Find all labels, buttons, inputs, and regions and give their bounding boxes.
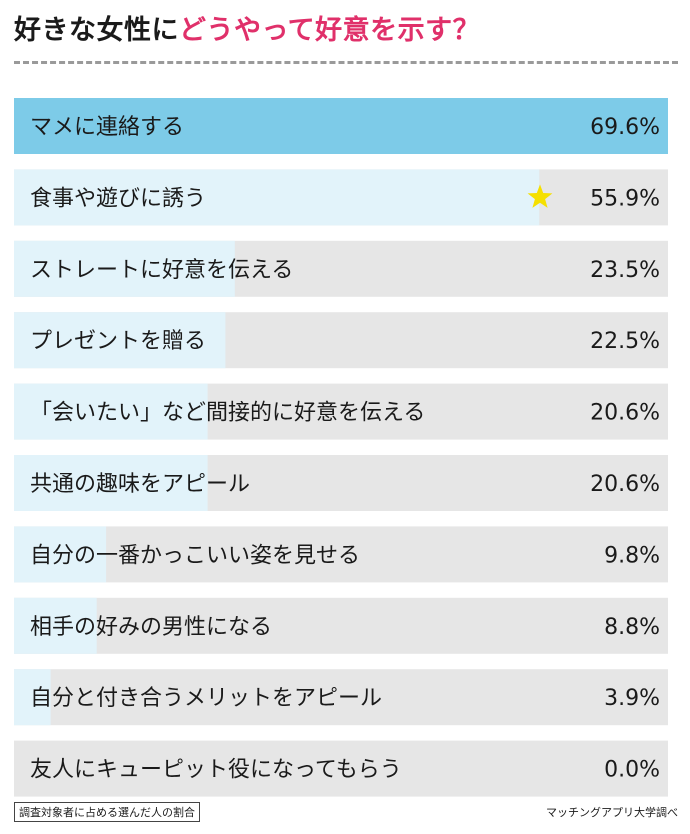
bar-track xyxy=(14,740,668,797)
category-label: マメに連絡する xyxy=(30,115,184,140)
bar xyxy=(14,312,226,369)
category-label: プレゼントを贈る xyxy=(30,329,206,354)
bar xyxy=(14,98,668,154)
category-label: 自分と付き合うメリットをアピール xyxy=(30,686,382,711)
title-main: 好きな女性に xyxy=(14,15,179,46)
bar xyxy=(14,455,208,511)
bar-track xyxy=(14,669,668,726)
source-credit: マッチングアプリ大学調べ xyxy=(546,806,678,819)
data-label: 23.5% xyxy=(590,258,660,283)
chart-title: 好きな女性にどうやって好意を示す？ xyxy=(14,8,480,47)
title-divider xyxy=(14,61,678,64)
category-label: 共通の趣味をアピール xyxy=(30,472,250,497)
data-label: 69.6% xyxy=(590,115,660,140)
data-label: 20.6% xyxy=(590,472,660,497)
bar xyxy=(14,383,208,440)
bar xyxy=(14,597,97,654)
category-label: ストレートに好意を伝える xyxy=(30,258,293,283)
category-label: 相手の好みの男性になる xyxy=(30,615,272,640)
bar-track xyxy=(14,526,668,583)
category-label: 「会いたい」など間接的に好意を伝える xyxy=(30,401,425,426)
data-label: 55.9% xyxy=(590,186,660,211)
data-label: 9.8% xyxy=(604,543,660,568)
data-label: 3.9% xyxy=(604,686,660,711)
bar xyxy=(14,169,540,226)
bar-track xyxy=(14,597,668,654)
data-label: 22.5% xyxy=(590,329,660,354)
data-label: 20.6% xyxy=(590,401,660,426)
data-label: 0.0% xyxy=(604,758,660,783)
survey-note: 調査対象者に占める選んだ人の割合 xyxy=(14,802,200,822)
bar xyxy=(14,240,235,297)
data-label: 8.8% xyxy=(604,615,660,640)
category-label: 自分の一番かっこいい姿を見せる xyxy=(30,543,360,568)
star-icon xyxy=(527,184,553,208)
title-accent: どうやって好意を示す？ xyxy=(179,15,481,46)
category-label: 友人にキューピット役になってもらう xyxy=(30,758,402,783)
bar xyxy=(14,526,107,583)
category-label: 食事や遊びに誘う xyxy=(30,186,206,211)
bar xyxy=(14,669,51,726)
